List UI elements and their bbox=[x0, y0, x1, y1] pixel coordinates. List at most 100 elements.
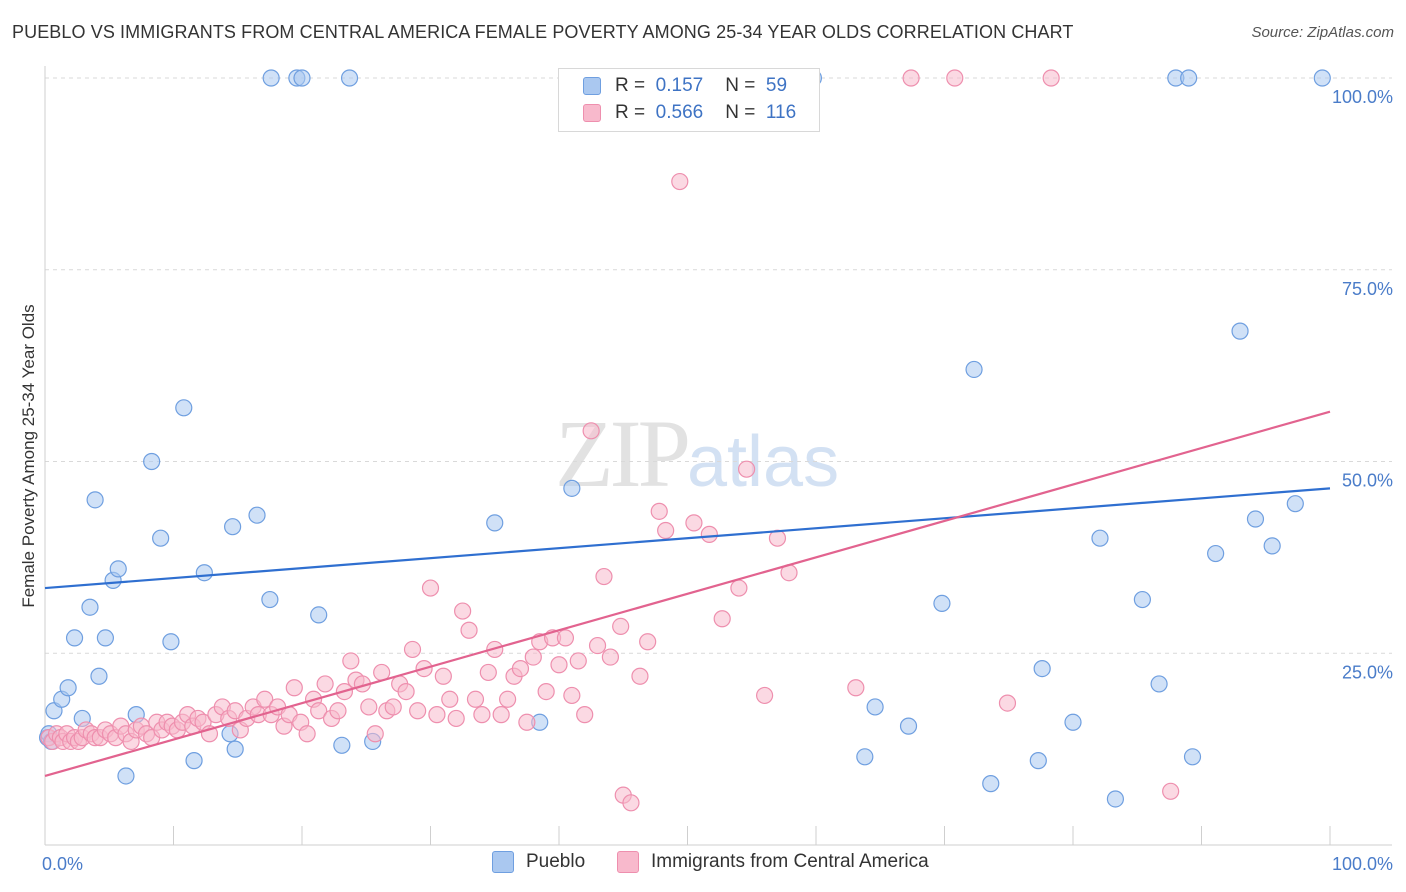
pueblo-swatch bbox=[583, 77, 601, 95]
immigrants-point bbox=[421, 579, 440, 597]
immigrants-point bbox=[700, 525, 718, 543]
immigrants-point bbox=[524, 648, 542, 666]
immigrants-point bbox=[499, 690, 517, 708]
legend-n-value: 116 bbox=[765, 102, 797, 123]
immigrants-point bbox=[631, 667, 649, 685]
immigrants-point bbox=[434, 667, 452, 685]
immigrants-point bbox=[466, 690, 485, 708]
pueblo-point bbox=[109, 560, 127, 578]
pueblo-point bbox=[224, 518, 242, 536]
pueblo-point bbox=[1286, 495, 1304, 513]
pueblo-point bbox=[86, 491, 104, 509]
legend-r-value: 0.566 bbox=[655, 102, 704, 123]
pueblo-point bbox=[340, 69, 359, 87]
pueblo-trend-line bbox=[44, 487, 1331, 590]
legend-row-pueblo: R = 0.157 N = 59 bbox=[583, 73, 787, 99]
immigrants-point bbox=[946, 69, 964, 87]
immigrants-point bbox=[403, 640, 422, 659]
immigrants-point bbox=[576, 706, 594, 724]
immigrants-point bbox=[685, 514, 703, 532]
pueblo-point bbox=[965, 360, 983, 379]
immigrants-point bbox=[537, 682, 555, 701]
legend-n-value: 59 bbox=[765, 75, 788, 96]
immigrants-point bbox=[454, 602, 472, 620]
immigrants-point bbox=[595, 567, 613, 586]
immigrants-point bbox=[657, 521, 675, 540]
pueblo-point bbox=[899, 717, 918, 735]
immigrants-point bbox=[511, 659, 530, 678]
immigrants-point bbox=[622, 794, 640, 812]
immigrants-point bbox=[730, 579, 748, 597]
immigrants-point bbox=[360, 698, 378, 716]
pueblo-point bbox=[96, 629, 114, 647]
pueblo-point bbox=[65, 629, 84, 647]
immigrants-point bbox=[755, 686, 774, 705]
immigrants-point bbox=[397, 682, 415, 701]
immigrants-point bbox=[492, 706, 510, 724]
immigrants-point bbox=[902, 69, 920, 87]
pueblo-point bbox=[982, 775, 1000, 793]
pueblo-point bbox=[1263, 537, 1281, 555]
pueblo-point bbox=[226, 740, 244, 758]
immigrants-point bbox=[1042, 69, 1060, 87]
pueblo-point bbox=[563, 479, 581, 497]
pueblo-point bbox=[293, 69, 311, 87]
trend-lines bbox=[44, 410, 1331, 778]
series-legend: Pueblo Immigrants from Central America bbox=[0, 851, 1406, 877]
pueblo-point bbox=[59, 679, 77, 697]
immigrants-point bbox=[316, 675, 334, 693]
immigrants-point bbox=[569, 652, 587, 670]
immigrants-point bbox=[639, 633, 657, 651]
pueblo-point bbox=[486, 514, 504, 532]
immigrants-point bbox=[329, 702, 347, 720]
immigrants-point bbox=[998, 694, 1017, 712]
y-axis-title: Female Poverty Among 25-34 Year Olds bbox=[19, 304, 38, 607]
pueblo-point bbox=[1033, 659, 1051, 678]
immigrants-point bbox=[310, 702, 328, 720]
immigrants-point bbox=[582, 422, 600, 440]
immigrants-point bbox=[366, 725, 384, 743]
pueblo-point bbox=[1029, 752, 1047, 770]
pueblo-point bbox=[117, 767, 135, 785]
legend-item-pueblo: Pueblo bbox=[492, 851, 585, 873]
immigrants-swatch bbox=[583, 104, 601, 122]
immigrants-point bbox=[518, 713, 536, 731]
immigrants-point bbox=[550, 656, 568, 674]
pueblo-point bbox=[262, 69, 280, 87]
immigrants-point bbox=[563, 686, 581, 705]
pueblo-point bbox=[90, 667, 108, 685]
legend-item-immigrants: Immigrants from Central America bbox=[617, 851, 929, 873]
pueblo-point bbox=[1064, 713, 1082, 731]
immigrants-point bbox=[847, 679, 865, 697]
immigrants-point bbox=[612, 617, 630, 636]
pueblo-point bbox=[1106, 790, 1125, 808]
axes bbox=[44, 66, 1392, 846]
legend-n-label: N = bbox=[725, 102, 756, 123]
y-tick-label: 75.0% bbox=[1342, 279, 1393, 299]
immigrants-point bbox=[460, 621, 478, 639]
immigrants-point bbox=[428, 706, 446, 724]
legend-label-immigrants: Immigrants from Central America bbox=[651, 851, 929, 872]
pueblo-point bbox=[81, 598, 99, 616]
pueblo-point bbox=[310, 606, 328, 624]
immigrants-point bbox=[650, 502, 668, 520]
pueblo-point bbox=[175, 399, 193, 417]
source-credit: Source: ZipAtlas.com bbox=[1251, 24, 1394, 41]
immigrants-point bbox=[601, 648, 620, 666]
immigrants-point bbox=[285, 679, 303, 697]
immigrants-point bbox=[473, 706, 491, 724]
immigrants-point bbox=[1162, 782, 1180, 800]
legend-r-value: 0.157 bbox=[655, 75, 704, 96]
y-tick-label: 50.0% bbox=[1342, 471, 1393, 491]
immigrants-point bbox=[342, 652, 360, 670]
tick-labels: 25.0% 50.0% 75.0% 100.0% 0.0% 100.0% bbox=[42, 87, 1393, 874]
pueblo-point bbox=[1313, 69, 1331, 87]
immigrants-point bbox=[298, 725, 316, 743]
immigrants-point bbox=[447, 709, 465, 728]
pueblo-point bbox=[152, 529, 170, 547]
immigrants-point bbox=[556, 629, 575, 647]
pueblo-point bbox=[1246, 510, 1265, 528]
y-tick-label: 100.0% bbox=[1332, 87, 1393, 107]
pueblo-point bbox=[333, 736, 351, 754]
